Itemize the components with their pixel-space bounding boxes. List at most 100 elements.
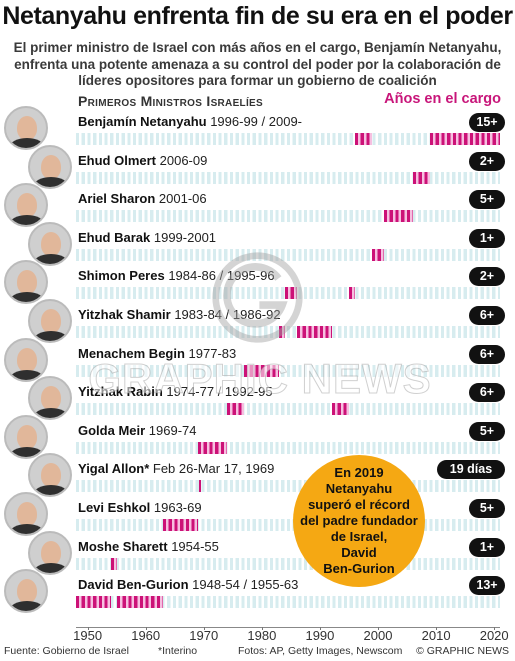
pm-years: 1969-74: [148, 422, 197, 438]
portrait-face: [41, 386, 61, 411]
pm-name: Golda Meir: [78, 422, 149, 438]
term-bar: [110, 557, 117, 570]
pm-label: Benjamín Netanyahu 1996-99 / 2009-: [78, 114, 302, 129]
pm-name: Ariel Sharon: [78, 191, 159, 207]
footer: Fuente: Gobierno de Israel *Interino Fot…: [0, 645, 515, 661]
pm-row: Yitzhak Shamir 1983-84 / 1986-92 6+: [0, 299, 515, 343]
pm-name: Ehud Barak: [78, 229, 154, 245]
years-badge: 2+: [469, 267, 505, 287]
pm-years: 1954-55: [171, 538, 219, 554]
callout-line: Netanyahu: [325, 481, 393, 496]
portrait-shoulders: [9, 215, 45, 226]
pm-years: 2006-09: [159, 152, 208, 168]
x-axis-tick-label: 1990: [305, 628, 335, 643]
footer-note: *Interino: [158, 645, 198, 657]
pm-years: 1999-2001: [153, 229, 217, 245]
callout-line: de Israel,: [330, 529, 388, 544]
pm-portrait: [28, 530, 72, 575]
pm-row: Golda Meir 1969-74 5+: [0, 414, 515, 459]
x-axis-tick: [145, 627, 147, 630]
years-badge: 19 días: [437, 460, 505, 480]
pm-row: Yitzhak Rabin 1974-77 / 1992-95 6+: [0, 376, 515, 421]
pm-name: Shimon Peres: [78, 268, 169, 284]
pm-name: Menachem Begin: [78, 345, 189, 361]
years-badge: 15+: [469, 113, 505, 132]
callout-line: superó el récord: [308, 497, 410, 512]
portrait-face: [41, 540, 61, 565]
pm-name: Benjamín Netanyahu: [78, 114, 211, 129]
timeline-band: [76, 171, 500, 184]
pm-row: Ehud Olmert 2006-09 2+: [0, 144, 515, 189]
pm-row: Ehud Barak 1999-2001 1+: [0, 221, 515, 266]
timeline-band: [76, 326, 500, 338]
x-axis-line: [76, 627, 500, 628]
portrait-shoulders: [9, 292, 45, 303]
years-badge: 13+: [469, 576, 505, 596]
pm-label: Ehud Barak 1999-2001: [78, 230, 216, 245]
pm-label: Moshe Sharett 1954-55: [78, 539, 219, 554]
footer-credit: © GRAPHIC NEWS: [416, 645, 509, 657]
pm-name: Ehud Olmert: [78, 152, 160, 168]
x-axis-tick: [319, 627, 321, 630]
timeline-band: [76, 557, 500, 570]
pm-portrait: [28, 376, 72, 421]
portrait-shoulders: [33, 253, 69, 264]
pm-row: Yigal Allon* Feb 26-Mar 17, 1969 19 días: [0, 453, 515, 498]
pm-label: Yitzhak Rabin 1974-77 / 1992-95: [78, 384, 273, 399]
pm-portrait: [4, 337, 48, 382]
timeline-band: [76, 248, 500, 261]
term-bar: [227, 403, 245, 416]
pm-portrait: [28, 221, 72, 266]
pm-label: Yitzhak Shamir 1983-84 / 1986-92: [78, 307, 281, 322]
timeline-band: [76, 364, 500, 377]
pm-portrait: [4, 492, 48, 536]
term-bar: [348, 287, 355, 300]
callout-line: del padre fundador: [300, 513, 418, 528]
timeline-band: [76, 519, 500, 531]
pm-years: 1996-99 / 2009-: [210, 114, 302, 129]
legend-label: Años en el cargo: [384, 91, 501, 107]
x-axis-tick-label: 2020: [479, 628, 509, 643]
x-axis-tick: [436, 627, 438, 630]
pm-name: Yitzhak Shamir: [78, 307, 175, 322]
term-bar: [430, 133, 500, 145]
portrait-shoulders: [33, 176, 69, 187]
pm-row: Ariel Sharon 2001-06 5+: [0, 183, 515, 228]
x-axis-tick: [87, 627, 89, 630]
x-axis-tick-label: 1970: [189, 628, 219, 643]
pm-portrait: [4, 183, 48, 228]
pm-years: Feb 26-Mar 17, 1969: [152, 461, 275, 477]
term-bar: [279, 326, 286, 338]
pm-label: David Ben-Gurion 1948-54 / 1955-63: [78, 577, 298, 592]
portrait-shoulders: [9, 524, 45, 534]
portrait-face: [17, 502, 37, 526]
portrait-shoulders: [33, 408, 69, 419]
timeline-band: [76, 403, 500, 416]
pm-portrait: [4, 569, 48, 614]
term-bar: [163, 519, 198, 531]
term-bar: [244, 364, 280, 377]
pm-name: Yitzhak Rabin: [78, 384, 167, 400]
page-title: Netanyahu enfrenta fin de su era en el p…: [2, 2, 513, 30]
footer-source: Fuente: Gobierno de Israel: [4, 645, 129, 657]
portrait-face: [41, 154, 61, 179]
years-badge: 5+: [469, 499, 505, 518]
portrait-face: [41, 463, 61, 488]
pm-label: Menachem Begin 1977-83: [78, 346, 236, 361]
pm-label: Golda Meir 1969-74: [78, 423, 197, 438]
years-badge: 2+: [469, 151, 505, 171]
term-bar: [372, 248, 384, 261]
timeline-band: [76, 480, 500, 493]
x-axis-tick: [494, 627, 496, 630]
pm-row: Benjamín Netanyahu 1996-99 / 2009- 15+: [0, 106, 515, 150]
timeline-band: [76, 133, 500, 145]
pm-label: Shimon Peres 1984-86 / 1995-96: [78, 268, 275, 283]
timeline-band: [76, 210, 500, 223]
callout-line: Ben-Gurion: [323, 561, 395, 576]
portrait-face: [17, 116, 37, 140]
section-label: Primeros Ministros Israelíes: [78, 93, 263, 109]
term-bar: [198, 480, 201, 493]
pm-portrait: [28, 453, 72, 498]
years-badge: 6+: [469, 306, 505, 325]
pm-portrait: [4, 260, 48, 305]
